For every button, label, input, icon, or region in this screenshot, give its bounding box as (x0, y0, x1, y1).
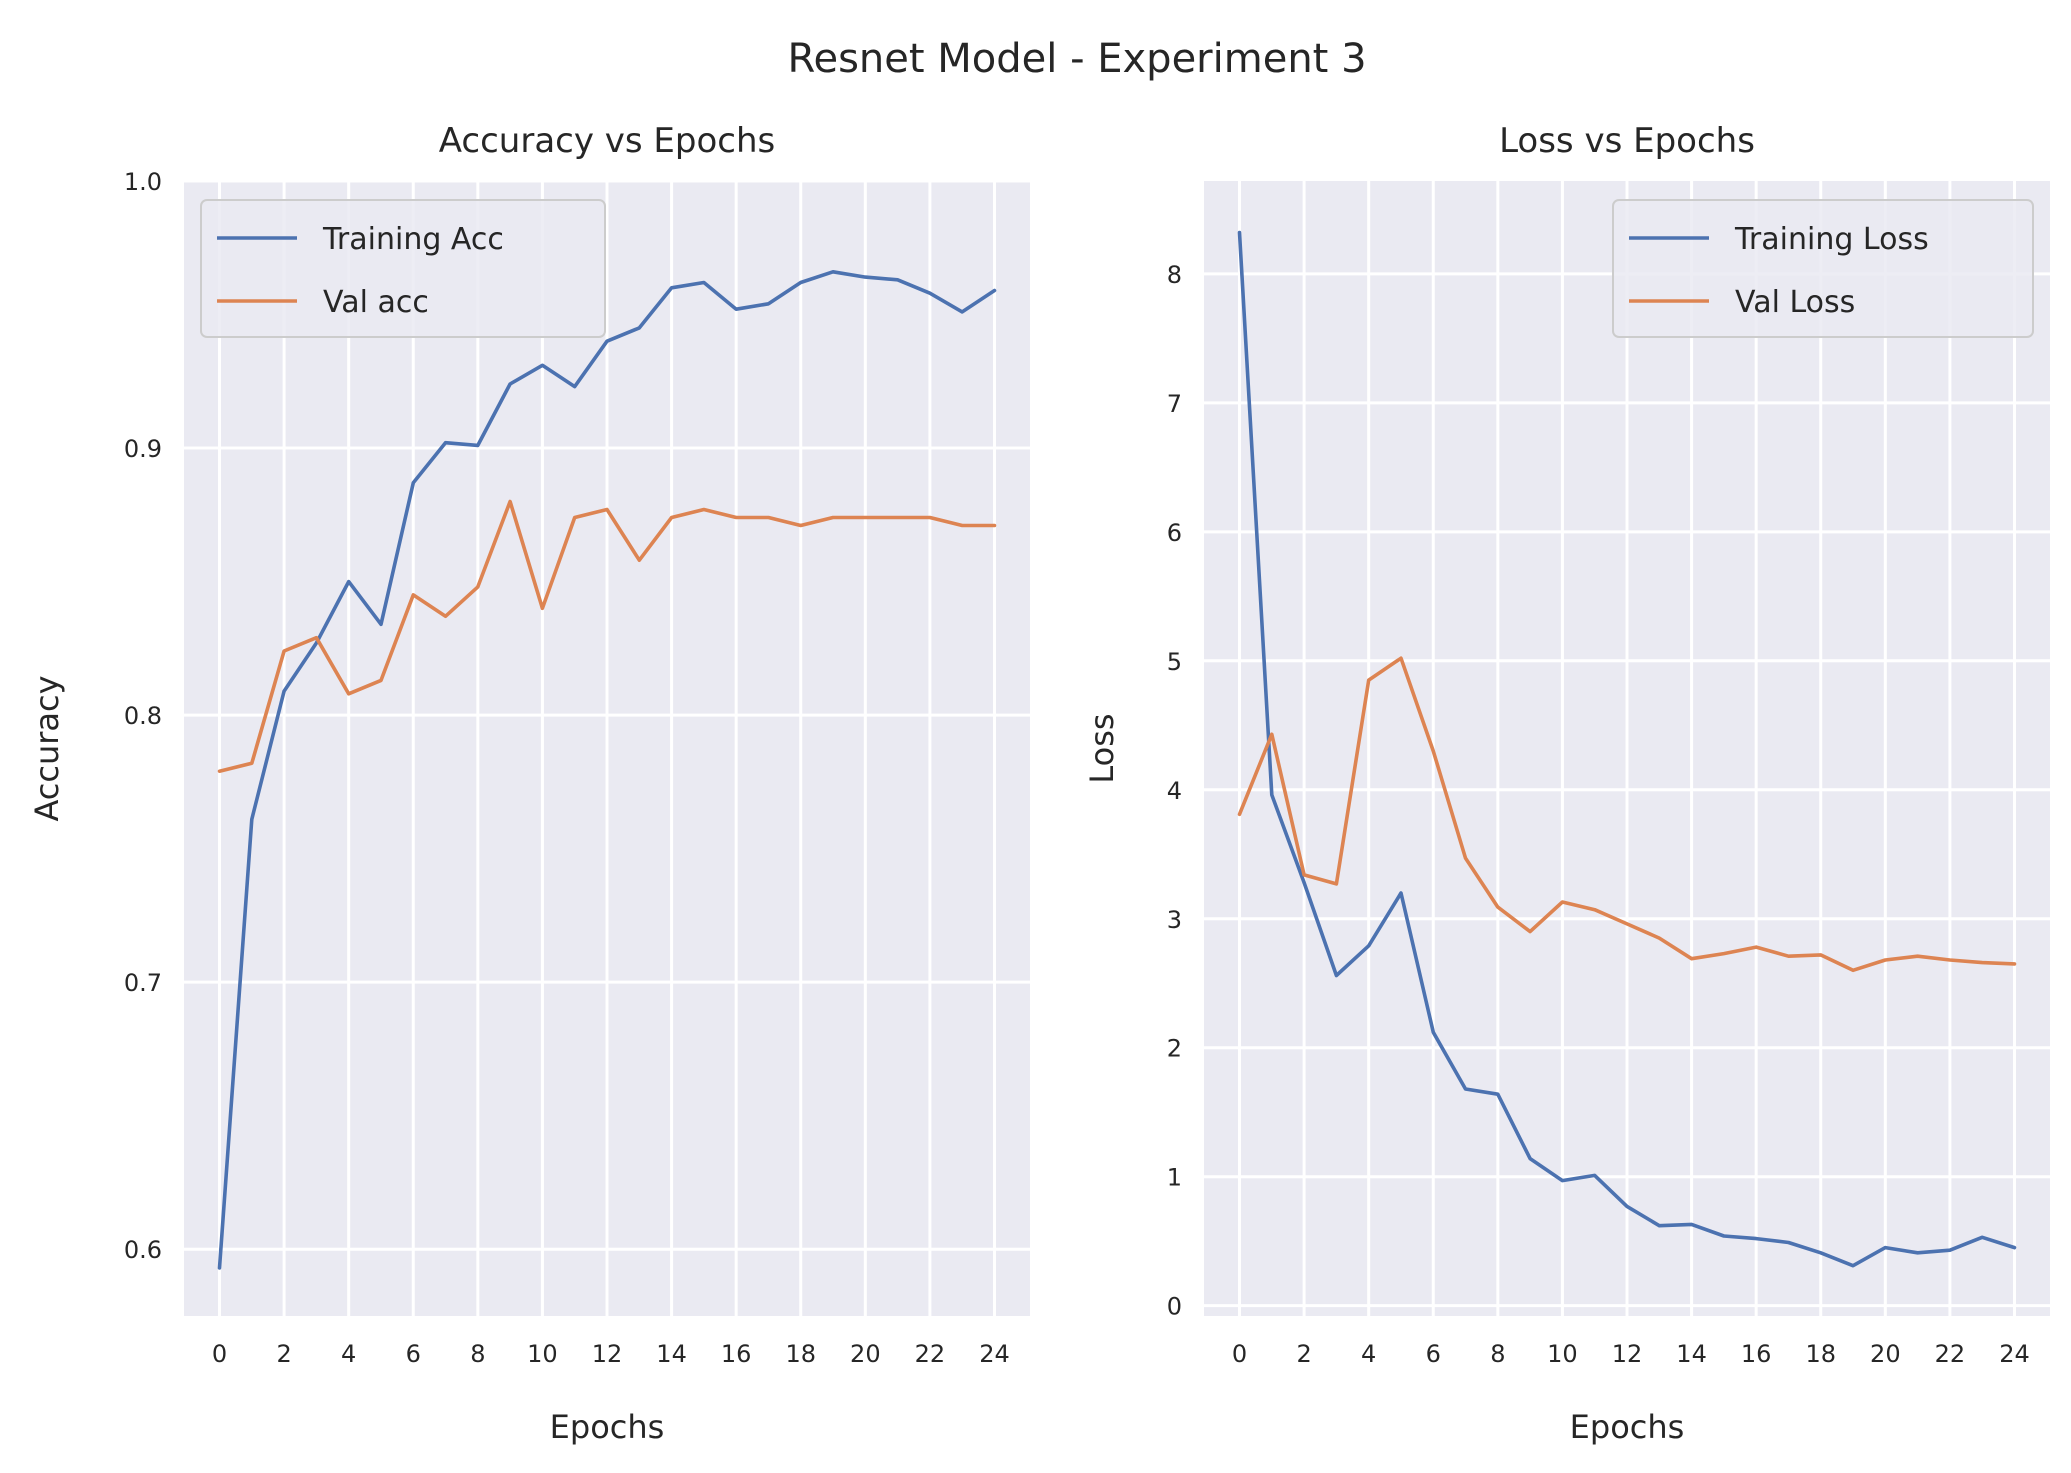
accuracy-x-tick-label: 12 (592, 1340, 623, 1368)
accuracy-legend-frame (200, 199, 606, 338)
accuracy-legend: Training Acc Val acc (200, 199, 606, 338)
accuracy-y-gridlines (184, 179, 1030, 1251)
loss-y-tick-labels: 0 1 2 3 4 5 6 7 8 (1167, 261, 1182, 1321)
loss-y-tick-label: 8 (1167, 261, 1182, 289)
loss-y-tick-label: 7 (1167, 390, 1182, 418)
accuracy-x-tick-labels: 0 2 4 6 8 10 12 14 16 18 20 22 24 (212, 1340, 1010, 1368)
loss-x-tick-labels: 0 2 4 6 8 10 12 14 16 18 20 22 24 (1232, 1340, 2030, 1368)
loss-x-tick-label: 24 (1999, 1340, 2030, 1368)
loss-legend-frame (1612, 199, 2034, 338)
accuracy-x-tick-label: 10 (527, 1340, 558, 1368)
loss-x-tick-label: 8 (1490, 1340, 1505, 1368)
accuracy-x-tick-label: 16 (721, 1340, 752, 1368)
loss-x-tick-label: 16 (1741, 1340, 1772, 1368)
training-acc-legend-label: Training Acc (322, 222, 504, 257)
accuracy-y-tick-label: 0.9 (124, 435, 162, 463)
accuracy-x-gridlines (218, 181, 996, 1316)
accuracy-x-tick-label: 24 (979, 1340, 1010, 1368)
accuracy-y-tick-labels: 0.6 0.7 0.8 0.9 1.0 (124, 168, 162, 1264)
loss-x-tick-label: 10 (1547, 1340, 1578, 1368)
loss-y-tick-label: 4 (1167, 777, 1182, 805)
loss-y-tick-label: 2 (1167, 1035, 1182, 1063)
figure-title: Resnet Model - Experiment 3 (787, 36, 1366, 82)
accuracy-y-tick-label: 0.6 (124, 1236, 162, 1264)
accuracy-y-tick-label: 0.7 (124, 969, 162, 997)
loss-chart-title: Loss vs Epochs (1499, 121, 1755, 161)
val-acc-legend-label: Val acc (323, 285, 429, 320)
loss-x-tick-label: 14 (1676, 1340, 1707, 1368)
loss-y-tick-label: 6 (1167, 519, 1182, 547)
accuracy-chart: 0 2 4 6 8 10 12 14 16 18 20 22 24 0.60.70.80.91.0 Ac… (28, 121, 1030, 1446)
accuracy-series-lines (217, 269, 997, 1270)
loss-y-tick-label: 5 (1167, 648, 1182, 676)
accuracy-x-tick-label: 18 (785, 1340, 816, 1368)
loss-x-tick-label: 20 (1870, 1340, 1901, 1368)
accuracy-y-tick-label: 1.0 (124, 168, 162, 196)
training-acc-line (217, 269, 997, 1270)
loss-x-gridlines (1238, 181, 2016, 1316)
loss-x-tick-label: 6 (1426, 1340, 1441, 1368)
val-loss-line (1237, 656, 2017, 973)
loss-series-lines (1237, 230, 2017, 1268)
loss-y-axis-label: Loss (1083, 713, 1121, 783)
training-loss-line (1237, 230, 2017, 1268)
val-acc-line (217, 499, 997, 774)
accuracy-x-tick-label: 2 (276, 1340, 291, 1368)
loss-x-axis-label: Epochs (1570, 1408, 1685, 1446)
loss-y-tick-label: 3 (1167, 906, 1182, 934)
accuracy-x-tick-label: 14 (656, 1340, 687, 1368)
accuracy-x-tick-label: 20 (850, 1340, 881, 1368)
accuracy-x-tick-label: 0 (212, 1340, 227, 1368)
accuracy-x-tick-label: 22 (915, 1340, 946, 1368)
accuracy-x-axis-label: Epochs (550, 1408, 665, 1446)
accuracy-x-tick-label: 4 (341, 1340, 356, 1368)
training-loss-legend-label: Training Loss (1734, 222, 1929, 257)
loss-x-tick-label: 18 (1805, 1340, 1836, 1368)
accuracy-x-tick-label: 8 (470, 1340, 485, 1368)
accuracy-x-tick-label: 6 (406, 1340, 421, 1368)
loss-x-tick-label: 4 (1361, 1340, 1376, 1368)
loss-x-tick-label: 22 (1935, 1340, 1966, 1368)
accuracy-y-tick-label: 0.8 (124, 702, 162, 730)
loss-x-tick-label: 12 (1612, 1340, 1643, 1368)
loss-y-tick-label: 0 (1167, 1293, 1182, 1321)
loss-legend: Training Loss Val Loss (1612, 199, 2034, 338)
loss-y-tick-label: 1 (1167, 1164, 1182, 1192)
val-loss-legend-label: Val Loss (1735, 285, 1855, 320)
loss-x-tick-label: 0 (1232, 1340, 1247, 1368)
accuracy-chart-title: Accuracy vs Epochs (439, 121, 776, 161)
accuracy-y-axis-label: Accuracy (28, 675, 66, 821)
loss-y-gridlines (1204, 272, 2050, 1308)
loss-x-tick-label: 2 (1296, 1340, 1311, 1368)
